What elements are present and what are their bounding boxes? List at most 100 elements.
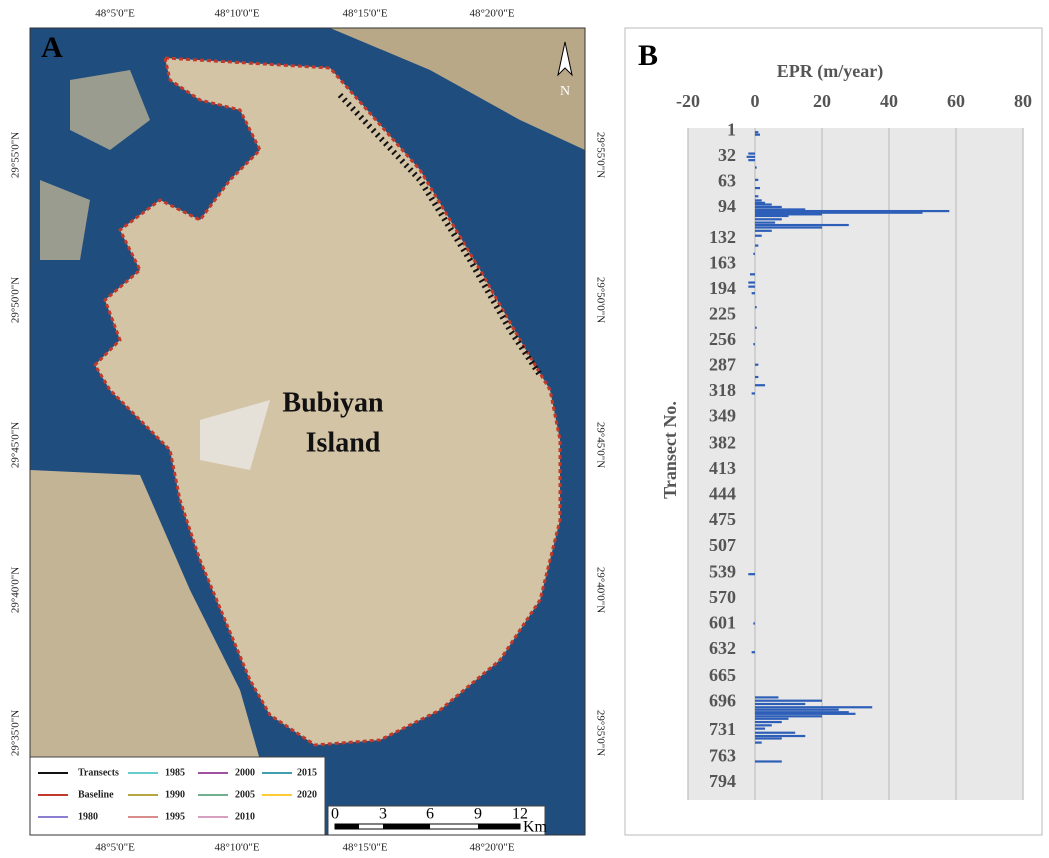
y-tick-label: 349 (709, 405, 736, 425)
scale-label: 6 (426, 806, 434, 823)
panel-label: B (638, 39, 658, 72)
bar (755, 732, 795, 734)
lon-label: 48°10'0"E (214, 842, 259, 854)
figure: A N Bubiyan Island B EPR (m/year) Transe… (0, 0, 1049, 858)
x-tick-label: 40 (880, 91, 898, 111)
lon-label: 48°20'0"E (469, 8, 514, 20)
y-tick-label: 539 (709, 561, 736, 581)
y-tick-label: 475 (709, 509, 736, 529)
x-tick-label: 0 (751, 91, 760, 111)
bar (755, 218, 782, 220)
bar (750, 273, 755, 275)
x-tick-label: -20 (676, 91, 700, 111)
legend-label: 1995 (165, 811, 185, 822)
y-tick-label: 163 (709, 252, 736, 272)
bar (752, 292, 755, 294)
bar (755, 376, 758, 378)
y-tick-label: 413 (709, 458, 736, 478)
legend-label: 1985 (165, 767, 185, 778)
legend-label: 1990 (165, 789, 185, 800)
y-tick-label: 94 (718, 196, 736, 216)
y-tick-label: 194 (709, 278, 736, 298)
bar (753, 253, 755, 255)
bar (755, 206, 782, 208)
legend-label: Baseline (78, 789, 114, 800)
y-tick-label: 507 (709, 535, 736, 555)
y-axis-title: Transect No. (660, 401, 680, 499)
bar (755, 737, 782, 739)
bar (755, 384, 765, 386)
scale-label: 3 (379, 806, 387, 823)
y-tick-label: 318 (709, 380, 736, 400)
legend-label: 1980 (78, 811, 98, 822)
y-tick-label: 382 (709, 432, 736, 452)
bar (755, 187, 760, 189)
bar (755, 195, 758, 197)
bar (747, 156, 755, 158)
y-tick-label: 63 (718, 170, 736, 190)
bar (755, 179, 758, 181)
y-tick-label: 696 (709, 690, 736, 710)
y-tick-label: 794 (709, 771, 736, 791)
bar (755, 327, 757, 329)
x-tick-label: 20 (813, 91, 831, 111)
y-tick-label: 132 (709, 227, 736, 247)
bar (755, 131, 758, 133)
panel-label: A (41, 31, 63, 64)
bar (755, 700, 822, 702)
bar (755, 215, 789, 217)
bar (755, 203, 772, 205)
lon-label: 48°5'0"E (95, 8, 135, 20)
lat-label: 29°50'0"N (10, 277, 22, 323)
bar (755, 226, 822, 228)
legend-label: 2005 (235, 789, 255, 800)
bar (755, 741, 762, 743)
bar (755, 728, 765, 730)
bar (753, 622, 755, 624)
bar (753, 343, 755, 345)
legend-label: 2010 (235, 811, 255, 822)
bar (755, 364, 758, 366)
bar (755, 709, 839, 711)
bar (755, 306, 757, 308)
x-tick-label: 80 (1014, 91, 1032, 111)
bar (755, 224, 849, 226)
scale-unit: Km (523, 819, 548, 836)
bar (755, 703, 805, 705)
y-tick-label: 632 (709, 638, 736, 658)
bar (748, 281, 755, 283)
legend-label: 2015 (297, 767, 317, 778)
bar (755, 235, 762, 237)
scale-label: 0 (331, 806, 339, 823)
lon-label: 48°15'0"E (342, 8, 387, 20)
lat-label: 29°55'0"N (594, 132, 606, 178)
lat-label: 29°45'0"N (594, 422, 606, 468)
lat-label: 29°55'0"N (10, 132, 22, 178)
lat-label: 29°50'0"N (594, 277, 606, 323)
lon-label: 48°5'0"E (95, 842, 135, 854)
y-tick-label: 444 (709, 483, 736, 503)
bar (755, 760, 782, 762)
y-tick-label: 1 (727, 119, 736, 139)
legend-label: Transects (78, 767, 119, 778)
y-tick-label: 763 (709, 745, 736, 765)
lat-label: 29°35'0"N (594, 710, 606, 756)
bar (755, 721, 782, 723)
bar (748, 159, 755, 161)
place-name: Island (306, 427, 381, 458)
lat-label: 29°40'0"N (594, 567, 606, 613)
bar (755, 166, 757, 168)
bar (755, 230, 772, 232)
lat-label: 29°45'0"N (10, 422, 22, 468)
bar (755, 713, 856, 715)
lat-label: 29°40'0"N (10, 567, 22, 613)
bar (748, 286, 755, 288)
y-tick-label: 256 (709, 329, 736, 349)
lon-label: 48°20'0"E (469, 842, 514, 854)
place-name: Bubiyan (282, 387, 384, 418)
bar (755, 134, 760, 136)
bar (752, 392, 755, 394)
legend-label: 2000 (235, 767, 255, 778)
y-tick-label: 287 (709, 354, 736, 374)
y-tick-label: 601 (709, 612, 736, 632)
